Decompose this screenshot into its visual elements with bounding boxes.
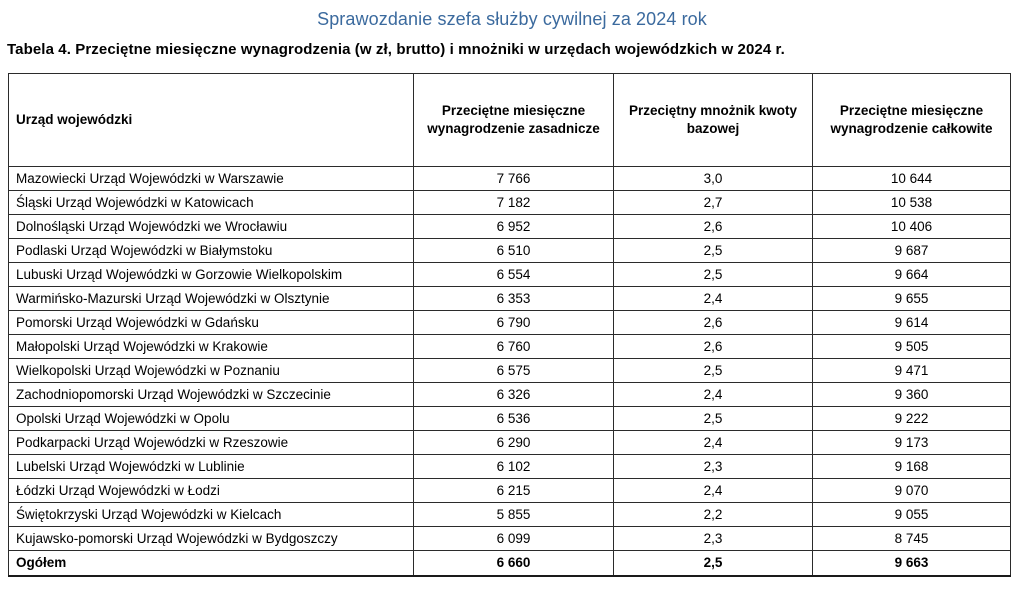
table-row: Podlaski Urząd Wojewódzki w Białymstoku … [8,238,1011,263]
table-row: Podkarpacki Urząd Wojewódzki w Rzeszowie… [8,430,1011,455]
base-salary: 6 790 [413,310,614,335]
total-salary: 9 471 [812,358,1011,383]
base-salary: 6 554 [413,262,614,287]
total-total-salary: 9 663 [812,550,1011,576]
multiplier: 2,3 [613,454,813,479]
office-name: Mazowiecki Urząd Wojewódzki w Warszawie [8,166,414,191]
total-salary: 10 538 [812,190,1011,215]
office-name: Opolski Urząd Wojewódzki w Opolu [8,406,414,431]
base-salary: 5 855 [413,502,614,527]
multiplier: 2,4 [613,478,813,503]
table-body: Mazowiecki Urząd Wojewódzki w Warszawie … [8,166,1011,576]
table-caption: Tabela 4. Przeciętne miesięczne wynagrod… [7,41,785,58]
table-row: Dolnośląski Urząd Wojewódzki we Wrocławi… [8,214,1011,239]
table-row: Mazowiecki Urząd Wojewódzki w Warszawie … [8,166,1011,191]
header-base-salary: Przeciętne miesięczne wynagrodzenie zasa… [413,73,614,167]
table-row: Kujawsko-pomorski Urząd Wojewódzki w Byd… [8,526,1011,551]
office-name: Świętokrzyski Urząd Wojewódzki w Kielcac… [8,502,414,527]
table-row: Opolski Urząd Wojewódzki w Opolu 6 536 2… [8,406,1011,431]
total-salary: 10 406 [812,214,1011,239]
total-multiplier: 2,5 [613,550,813,576]
multiplier: 2,6 [613,214,813,239]
total-salary: 9 055 [812,502,1011,527]
base-salary: 6 952 [413,214,614,239]
multiplier: 2,5 [613,358,813,383]
total-salary: 9 655 [812,286,1011,311]
office-name: Warmińsko-Mazurski Urząd Wojewódzki w Ol… [8,286,414,311]
base-salary: 6 510 [413,238,614,263]
table-row: Warmińsko-Mazurski Urząd Wojewódzki w Ol… [8,286,1011,311]
table-row: Małopolski Urząd Wojewódzki w Krakowie 6… [8,334,1011,359]
table-row: Świętokrzyski Urząd Wojewódzki w Kielcac… [8,502,1011,527]
table-row: Śląski Urząd Wojewódzki w Katowicach 7 1… [8,190,1011,215]
header-total-salary: Przeciętne miesięczne wynagrodzenie całk… [812,73,1011,167]
multiplier: 2,4 [613,382,813,407]
multiplier: 2,4 [613,430,813,455]
total-salary: 9 664 [812,262,1011,287]
total-label: Ogółem [8,550,414,576]
multiplier: 2,5 [613,238,813,263]
multiplier: 2,7 [613,190,813,215]
base-salary: 6 575 [413,358,614,383]
document-title: Sprawozdanie szefa służby cywilnej za 20… [317,9,707,29]
base-salary: 6 099 [413,526,614,551]
base-salary: 6 290 [413,430,614,455]
multiplier: 2,2 [613,502,813,527]
multiplier: 2,5 [613,262,813,287]
office-name: Pomorski Urząd Wojewódzki w Gdańsku [8,310,414,335]
office-name: Małopolski Urząd Wojewódzki w Krakowie [8,334,414,359]
table-row: Pomorski Urząd Wojewódzki w Gdańsku 6 79… [8,310,1011,335]
multiplier: 2,3 [613,526,813,551]
office-name: Zachodniopomorski Urząd Wojewódzki w Szc… [8,382,414,407]
office-name: Podkarpacki Urząd Wojewódzki w Rzeszowie [8,430,414,455]
header-row: Urząd wojewódzki Przeciętne miesięczne w… [8,73,1011,167]
office-name: Łódzki Urząd Wojewódzki w Łodzi [8,478,414,503]
multiplier: 2,4 [613,286,813,311]
header-office: Urząd wojewódzki [8,73,414,167]
table-row: Lubuski Urząd Wojewódzki w Gorzowie Wiel… [8,262,1011,287]
total-row: Ogółem 6 660 2,5 9 663 [8,550,1011,576]
total-base-salary: 6 660 [413,550,614,576]
base-salary: 6 102 [413,454,614,479]
base-salary: 6 353 [413,286,614,311]
base-salary: 6 760 [413,334,614,359]
total-salary: 8 745 [812,526,1011,551]
total-salary: 9 070 [812,478,1011,503]
total-salary: 9 614 [812,310,1011,335]
office-name: Kujawsko-pomorski Urząd Wojewódzki w Byd… [8,526,414,551]
table-row: Lubelski Urząd Wojewódzki w Lublinie 6 1… [8,454,1011,479]
office-name: Lubuski Urząd Wojewódzki w Gorzowie Wiel… [8,262,414,287]
total-salary: 9 687 [812,238,1011,263]
total-salary: 9 222 [812,406,1011,431]
base-salary: 7 182 [413,190,614,215]
multiplier: 2,6 [613,310,813,335]
header-multiplier: Przeciętny mnożnik kwoty bazowej [613,73,813,167]
table-row: Łódzki Urząd Wojewódzki w Łodzi 6 215 2,… [8,478,1011,503]
multiplier: 2,6 [613,334,813,359]
multiplier: 2,5 [613,406,813,431]
base-salary: 7 766 [413,166,614,191]
table-row: Zachodniopomorski Urząd Wojewódzki w Szc… [8,382,1011,407]
base-salary: 6 326 [413,382,614,407]
total-salary: 9 505 [812,334,1011,359]
office-name: Lubelski Urząd Wojewódzki w Lublinie [8,454,414,479]
salary-table: Urząd wojewódzki Przeciętne miesięczne w… [8,73,1011,577]
total-salary: 10 644 [812,166,1011,191]
total-salary: 9 168 [812,454,1011,479]
office-name: Wielkopolski Urząd Wojewódzki w Poznaniu [8,358,414,383]
multiplier: 3,0 [613,166,813,191]
table-row: Wielkopolski Urząd Wojewódzki w Poznaniu… [8,358,1011,383]
table-header: Urząd wojewódzki Przeciętne miesięczne w… [8,73,1011,167]
total-salary: 9 173 [812,430,1011,455]
total-salary: 9 360 [812,382,1011,407]
office-name: Podlaski Urząd Wojewódzki w Białymstoku [8,238,414,263]
base-salary: 6 215 [413,478,614,503]
office-name: Dolnośląski Urząd Wojewódzki we Wrocławi… [8,214,414,239]
base-salary: 6 536 [413,406,614,431]
office-name: Śląski Urząd Wojewódzki w Katowicach [8,190,414,215]
